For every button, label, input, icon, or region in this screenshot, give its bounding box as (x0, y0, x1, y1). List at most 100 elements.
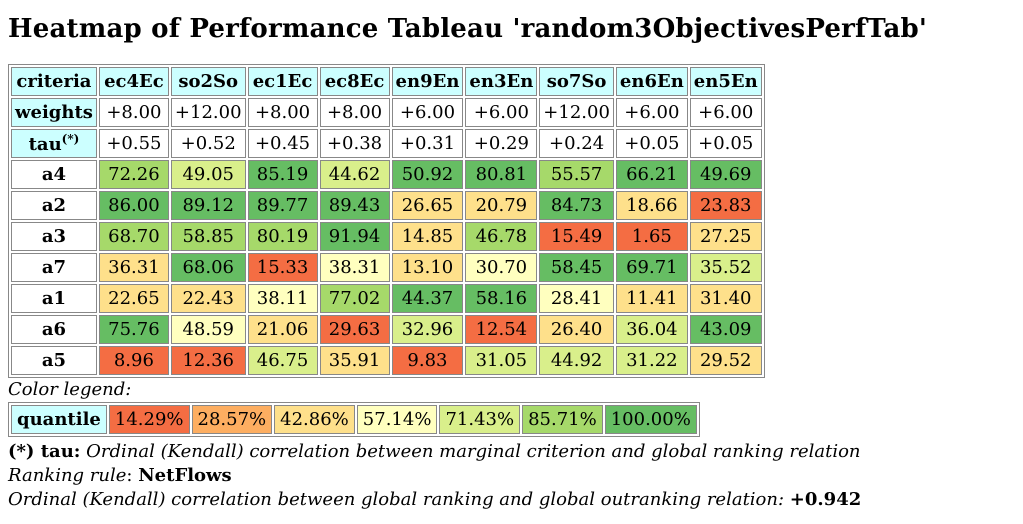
heatmap-table: criteria ec4Ec so2So ec1Ec ec8Ec en9En en3En s… (8, 64, 765, 378)
page: Heatmap of Performance Tableau 'random3O… (8, 14, 1015, 510)
heatmap-cell: 15.49 (539, 222, 614, 251)
weights-row: weights +8.00 +12.00 +8.00 +8.00 +6.00 +6.00 +… (11, 98, 762, 127)
criterion-header: en3En (465, 67, 538, 96)
heatmap-cell: 23.83 (689, 191, 762, 220)
heatmap-cell: 15.33 (247, 253, 318, 282)
weight-cell: +8.00 (319, 98, 390, 127)
heatmap-cell: 80.81 (465, 160, 538, 189)
table-row: a4 72.26 49.05 85.19 44.62 50.92 80.81 55.57 66.… (11, 160, 762, 189)
heatmap-cell: 13.10 (391, 253, 464, 282)
legend-swatch: 85.71% (522, 405, 603, 434)
table-row: a1 22.65 22.43 38.11 77.02 44.37 58.16 28.41 11.… (11, 284, 762, 313)
heatmap-cell: 11.41 (615, 284, 688, 313)
heatmap-cell: 27.25 (689, 222, 762, 251)
criterion-header: ec4Ec (98, 67, 169, 96)
heatmap-cell: 35.52 (689, 253, 762, 282)
tau-cell: +0.05 (615, 129, 688, 158)
tau-cell: +0.52 (170, 129, 246, 158)
heatmap-cell: 89.12 (170, 191, 246, 220)
heatmap-cell: 28.41 (539, 284, 614, 313)
weight-cell: +8.00 (247, 98, 318, 127)
heatmap-cell: 89.77 (247, 191, 318, 220)
legend-swatch: 100.00% (604, 405, 697, 434)
color-legend-caption: Color legend: (8, 379, 132, 400)
criterion-header: so2So (170, 67, 246, 96)
alternative-label: a7 (11, 253, 97, 282)
table-row: a7 36.31 68.06 15.33 38.31 13.10 30.70 58.45 69.… (11, 253, 762, 282)
heatmap-cell: 12.54 (465, 315, 538, 344)
heatmap-cell: 68.70 (98, 222, 169, 251)
heatmap-cell: 36.31 (98, 253, 169, 282)
tau-cell: +0.45 (247, 129, 318, 158)
heatmap-cell: 31.22 (615, 346, 688, 375)
tau-footnote-prefix: (*) tau: (8, 441, 81, 462)
heatmap-cell: 66.21 (615, 160, 688, 189)
tau-footnote-mark: (*) (61, 132, 80, 146)
criterion-header: ec1Ec (247, 67, 318, 96)
header-row: criteria ec4Ec so2So ec1Ec ec8Ec en9En en3En s… (11, 67, 762, 96)
heatmap-cell: 58.85 (170, 222, 246, 251)
heatmap-cell: 12.36 (170, 346, 246, 375)
tau-row: tau(*) +0.55 +0.52 +0.45 +0.38 +0.31 +0.29 +0.… (11, 129, 762, 158)
page-title: Heatmap of Performance Tableau 'random3O… (8, 14, 928, 44)
criterion-header: ec8Ec (319, 67, 390, 96)
criterion-header: en9En (391, 67, 464, 96)
heatmap-cell: 35.91 (319, 346, 390, 375)
tau-cell: +0.31 (391, 129, 464, 158)
heatmap-cell: 38.31 (319, 253, 390, 282)
heatmap-cell: 75.76 (98, 315, 169, 344)
criteria-header: criteria (11, 67, 97, 96)
weight-cell: +6.00 (615, 98, 688, 127)
tau-cell: +0.05 (689, 129, 762, 158)
legend-swatch: 42.86% (274, 405, 355, 434)
heatmap-cell: 1.65 (615, 222, 688, 251)
heatmap-cell: 14.85 (391, 222, 464, 251)
heatmap-cell: 68.06 (170, 253, 246, 282)
heatmap-body: criteria ec4Ec so2So ec1Ec ec8Ec en9En en3En s… (11, 67, 762, 375)
legend-swatch: 14.29% (108, 405, 190, 434)
heatmap-cell: 31.40 (689, 284, 762, 313)
ranking-rule-label: Ranking rule (8, 465, 127, 486)
weight-cell: +6.00 (465, 98, 538, 127)
tau-label: tau(*) (11, 129, 97, 158)
table-row: a3 68.70 58.85 80.19 91.94 14.85 46.78 15.49 1.6… (11, 222, 762, 251)
tau-label-text: tau (28, 134, 62, 155)
ranking-rule: Ranking rule: NetFlows (8, 464, 1015, 488)
heatmap-cell: 32.96 (391, 315, 464, 344)
heatmap-cell: 84.73 (539, 191, 614, 220)
heatmap-cell: 77.02 (319, 284, 390, 313)
color-legend: quantile 14.29% 28.57% 42.86% 57.14% 71.43% 8… (8, 402, 700, 437)
heatmap-cell: 58.16 (465, 284, 538, 313)
table-row: a6 75.76 48.59 21.06 29.63 32.96 12.54 26.40 36.… (11, 315, 762, 344)
heatmap-cell: 43.09 (689, 315, 762, 344)
weight-cell: +6.00 (689, 98, 762, 127)
heatmap-cell: 29.52 (689, 346, 762, 375)
legend-swatch: 57.14% (356, 405, 438, 434)
weight-cell: +8.00 (98, 98, 169, 127)
heatmap-cell: 26.65 (391, 191, 464, 220)
weight-cell: +6.00 (391, 98, 464, 127)
heatmap-cell: 55.57 (539, 160, 614, 189)
heatmap-cell: 44.92 (539, 346, 614, 375)
heatmap-cell: 9.83 (391, 346, 464, 375)
heatmap-cell: 26.40 (539, 315, 614, 344)
heatmap-cell: 46.75 (247, 346, 318, 375)
ranking-rule-colon: : (126, 465, 133, 486)
legend-swatch: 71.43% (439, 405, 521, 434)
alternative-label: a6 (11, 315, 97, 344)
heatmap-cell: 30.70 (465, 253, 538, 282)
weight-cell: +12.00 (170, 98, 246, 127)
heatmap-cell: 20.79 (465, 191, 538, 220)
legend-label: quantile (11, 405, 107, 434)
heatmap-cell: 91.94 (319, 222, 390, 251)
heatmap-cell: 80.19 (247, 222, 318, 251)
tau-cell: +0.38 (319, 129, 390, 158)
heatmap-cell: 29.63 (319, 315, 390, 344)
heatmap-cell: 18.66 (615, 191, 688, 220)
heatmap-cell: 8.96 (98, 346, 169, 375)
tau-cell: +0.29 (465, 129, 538, 158)
global-correlation-value: +0.942 (789, 489, 862, 510)
criterion-header: en5En (689, 67, 762, 96)
tau-footnote: (*) tau: Ordinal (Kendall) correlation b… (8, 440, 1015, 464)
heatmap-cell: 31.05 (465, 346, 538, 375)
